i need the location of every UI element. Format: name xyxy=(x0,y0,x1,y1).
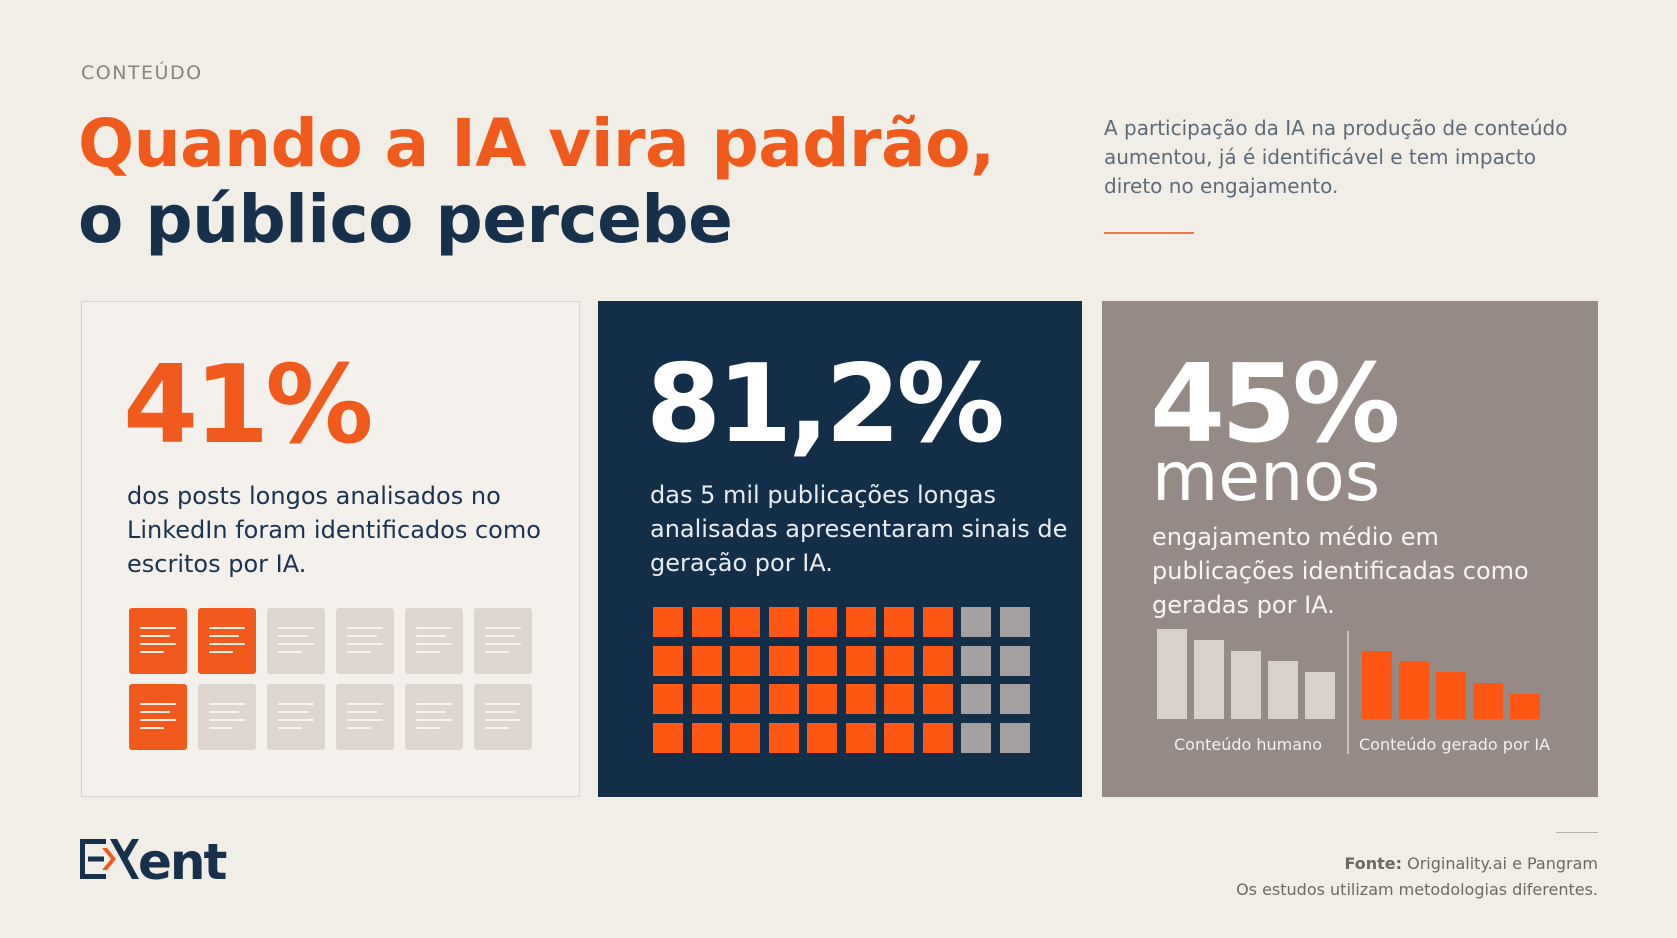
document-icon-ai xyxy=(129,608,187,674)
grid-square-ai xyxy=(691,722,722,753)
label-human: Conteúdo humano xyxy=(1174,735,1322,754)
grid-square-ai xyxy=(653,722,683,753)
document-icon xyxy=(267,608,325,674)
grid-square-ai xyxy=(884,607,914,637)
grid-square-ai xyxy=(653,607,683,637)
source-note: Fonte: Originality.ai e Pangram Os estud… xyxy=(1236,851,1598,903)
grid-square-ai xyxy=(922,645,953,676)
grid-square-ai xyxy=(768,684,799,714)
document-icon xyxy=(198,684,256,750)
grid-square-ai xyxy=(691,607,722,637)
document-icon xyxy=(405,608,463,674)
grid-square-ai xyxy=(807,645,837,676)
source-text: Originality.ai e Pangram xyxy=(1407,854,1598,873)
grid-square-ai xyxy=(807,607,837,637)
bar-ai xyxy=(1362,650,1392,719)
intro-accent-rule xyxy=(1104,232,1194,234)
document-icon xyxy=(336,684,394,750)
grid-square-ai xyxy=(653,645,683,676)
document-icon-ai xyxy=(129,684,187,750)
grid-square-ai xyxy=(922,607,953,637)
grid-square-ai xyxy=(884,722,914,753)
stat-description: dos posts longos analisados no LinkedIn … xyxy=(127,482,541,578)
source-label: Fonte: xyxy=(1344,854,1403,873)
bar-ai xyxy=(1399,661,1429,719)
document-icon xyxy=(267,684,325,750)
grid-square-ai xyxy=(807,684,837,714)
bar-human xyxy=(1231,650,1261,719)
intro-text: A participação da IA na produção de cont… xyxy=(1104,116,1568,198)
svg-text:ent: ent xyxy=(138,833,227,889)
grid-square xyxy=(999,645,1030,676)
grid-square-ai xyxy=(730,645,760,676)
bar-ai xyxy=(1510,693,1540,719)
title-line-1: Quando a IA vira padrão, xyxy=(78,105,995,182)
grid-square-ai xyxy=(768,645,799,676)
bars-divider xyxy=(1347,631,1349,754)
title-line-2: o público percebe xyxy=(78,181,733,258)
grid-square-ai xyxy=(730,722,760,753)
grid-square xyxy=(999,722,1030,753)
stat-description: das 5 mil publicações longas analisadas … xyxy=(650,481,1068,577)
grid-square xyxy=(961,607,991,637)
label-ai: Conteúdo gerado por IA xyxy=(1359,735,1551,754)
document-icon xyxy=(474,608,532,674)
bar-ai xyxy=(1473,683,1503,719)
grid-square-ai xyxy=(845,684,876,714)
grid-square-ai xyxy=(691,645,722,676)
grid-square-ai xyxy=(845,645,876,676)
document-icon-ai xyxy=(198,608,256,674)
grid-square-ai xyxy=(922,722,953,753)
bar-human xyxy=(1305,672,1335,719)
stat-card-linkedin: 41% dos posts longos analisados no Linke… xyxy=(81,301,580,797)
grid-square xyxy=(999,684,1030,714)
grid-square xyxy=(961,722,991,753)
grid-square-ai xyxy=(768,722,799,753)
section-eyebrow: CONTEÚDO xyxy=(81,62,203,84)
methodology-note: Os estudos utilizam metodologias diferen… xyxy=(1236,880,1598,899)
grid-square-ai xyxy=(730,684,760,714)
bar-human xyxy=(1157,629,1187,719)
exent-logo: ent xyxy=(80,833,229,889)
document-icon xyxy=(336,608,394,674)
grid-square-ai xyxy=(845,722,876,753)
document-icon xyxy=(405,684,463,750)
stat-card-publications: 81,2% das 5 mil publicações longas anali… xyxy=(598,301,1082,797)
grid-square-ai xyxy=(884,684,914,714)
grid-square-ai xyxy=(768,607,799,637)
grid-square-ai xyxy=(691,684,722,714)
bar-human xyxy=(1268,661,1298,719)
stat-card-engagement: 45% menos engajamento médio em publicaçõ… xyxy=(1102,301,1598,797)
grid-square xyxy=(999,607,1030,637)
grid-square xyxy=(961,684,991,714)
stat-word: menos xyxy=(1152,438,1381,517)
page-title: Quando a IA vira padrão, o público perce… xyxy=(78,106,995,258)
stat-description: engajamento médio em publicações identif… xyxy=(1152,523,1529,619)
grid-square-ai xyxy=(653,684,683,714)
document-icon xyxy=(474,684,532,750)
grid-square-ai xyxy=(884,645,914,676)
stat-value: 81,2% xyxy=(646,342,1005,467)
grid-square-ai xyxy=(845,607,876,637)
bar-ai xyxy=(1436,672,1466,719)
grid-square-ai xyxy=(922,684,953,714)
bar-human xyxy=(1194,639,1224,719)
footer-rule xyxy=(1556,832,1598,833)
stat-value: 45% xyxy=(1150,342,1401,467)
stat-value: 41% xyxy=(123,343,374,468)
grid-square xyxy=(961,645,991,676)
grid-square-ai xyxy=(807,722,837,753)
grid-square-ai xyxy=(730,607,760,637)
